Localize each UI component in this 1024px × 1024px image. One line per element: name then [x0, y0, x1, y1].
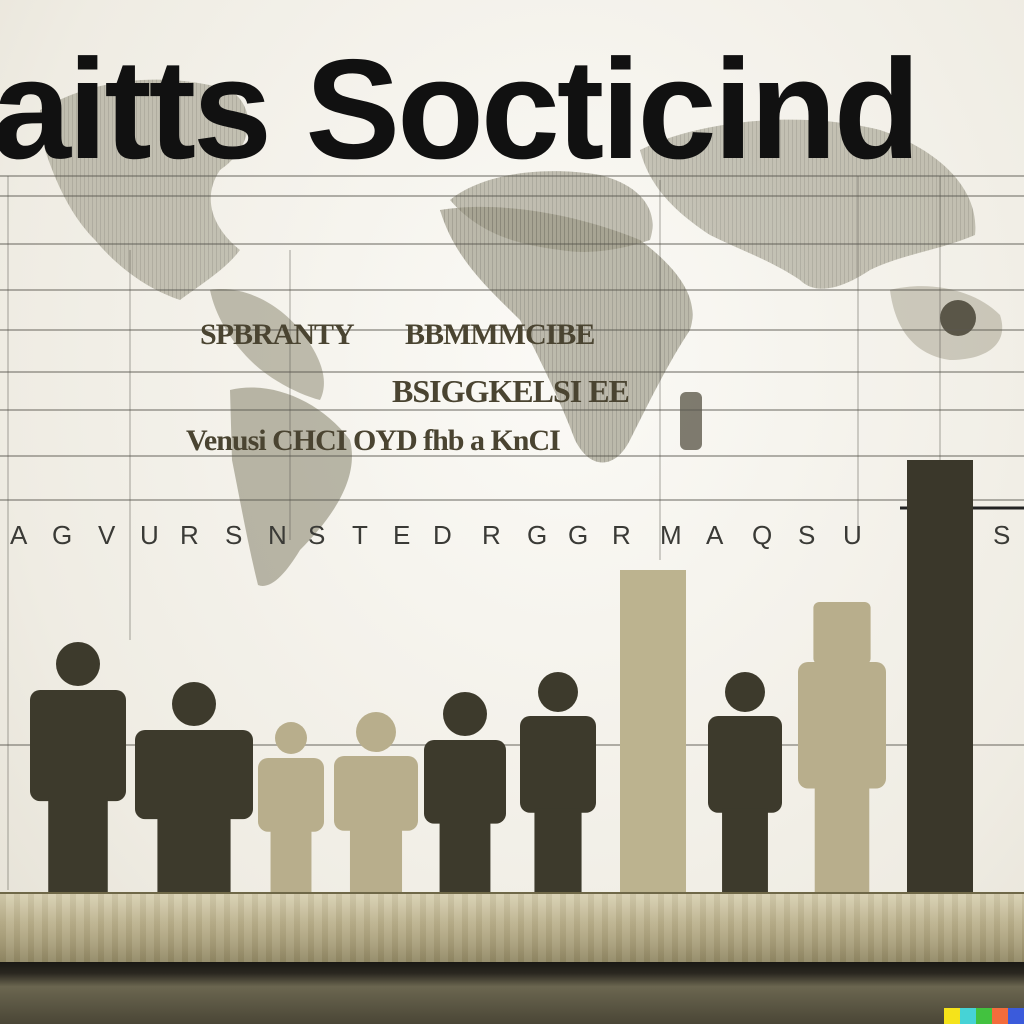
person-figure: [424, 692, 506, 892]
axis-letter: D: [433, 520, 452, 550]
bar-column: [907, 460, 973, 892]
figure-torso: [258, 758, 324, 832]
axis-letter: S: [993, 520, 1011, 550]
figure-legs: [157, 815, 231, 892]
figure-legs: [48, 797, 108, 892]
figure-head: [56, 642, 100, 686]
figure-head: [172, 682, 216, 726]
axis-letter: T: [352, 520, 368, 550]
figure-legs: [722, 808, 768, 892]
figure-head: [443, 692, 487, 736]
figure-torso: [798, 662, 886, 789]
central-america-shape: [210, 289, 324, 400]
person-figure: [708, 672, 782, 892]
axis-letter: G: [527, 520, 548, 550]
map-caption-2: BSIGGKELSI EE: [392, 373, 630, 409]
axis-letter: S: [798, 520, 816, 550]
axis-letter: G: [568, 520, 589, 550]
person-figure: [334, 712, 418, 892]
figure-legs: [349, 826, 403, 892]
figure-legs: [270, 827, 312, 892]
person-figure: [30, 642, 126, 892]
figure-head: [725, 672, 765, 712]
axis-letter: S: [308, 520, 326, 550]
figure-head: [813, 602, 871, 665]
person-figure: [798, 602, 886, 892]
axis-letter: E: [393, 520, 411, 550]
map-caption-1a: SPBRANTY: [200, 318, 355, 351]
figure-head: [356, 712, 396, 752]
poster-title: aitts Socticind: [0, 30, 921, 189]
asia-shape: [640, 119, 976, 289]
figure-torso: [30, 690, 126, 802]
axis-letter: U: [843, 520, 862, 550]
person-figure: [520, 672, 596, 892]
axis-letter: R: [180, 520, 199, 550]
watermark-swatches: [944, 1008, 1024, 1024]
figure-torso: [520, 716, 596, 813]
figure-head: [538, 672, 578, 712]
watermark-swatch: [960, 1008, 976, 1024]
wooden-shelf: [0, 892, 1024, 964]
figure-torso: [135, 730, 253, 820]
north-america-shape: [40, 79, 249, 300]
axis-letter: A: [10, 520, 28, 550]
person-figure: [135, 682, 253, 892]
axis-letter: M: [660, 520, 682, 550]
axis-letter: S: [225, 520, 243, 550]
figure-head: [275, 722, 307, 754]
watermark-swatch: [992, 1008, 1008, 1024]
bar-column: [620, 570, 686, 892]
watermark-swatch: [1008, 1008, 1024, 1024]
axis-letter: V: [98, 520, 116, 550]
map-caption-3: Venusi CHCI OYD fhb a KnCI: [186, 424, 561, 457]
watermark-swatch: [976, 1008, 992, 1024]
figure-legs: [439, 819, 491, 892]
axis-letter: R: [482, 520, 501, 550]
figure-torso: [708, 716, 782, 813]
axis-letter: G: [52, 520, 73, 550]
axis-letter: N: [268, 520, 287, 550]
africa-shape: [440, 206, 693, 463]
axis-letter: A: [706, 520, 724, 550]
axis-letter: Q: [752, 520, 773, 550]
axis-letter: U: [140, 520, 159, 550]
figure-legs: [814, 784, 870, 892]
figure-torso: [424, 740, 506, 824]
person-figure: [258, 722, 324, 892]
map-caption-1b: BBMMMCIBE: [405, 318, 595, 351]
figure-torso: [334, 756, 418, 831]
watermark-swatch: [944, 1008, 960, 1024]
figure-legs: [534, 808, 582, 892]
axis-letter: R: [612, 520, 631, 550]
south-america-shape: [230, 387, 352, 586]
dark-base: [0, 962, 1024, 1024]
